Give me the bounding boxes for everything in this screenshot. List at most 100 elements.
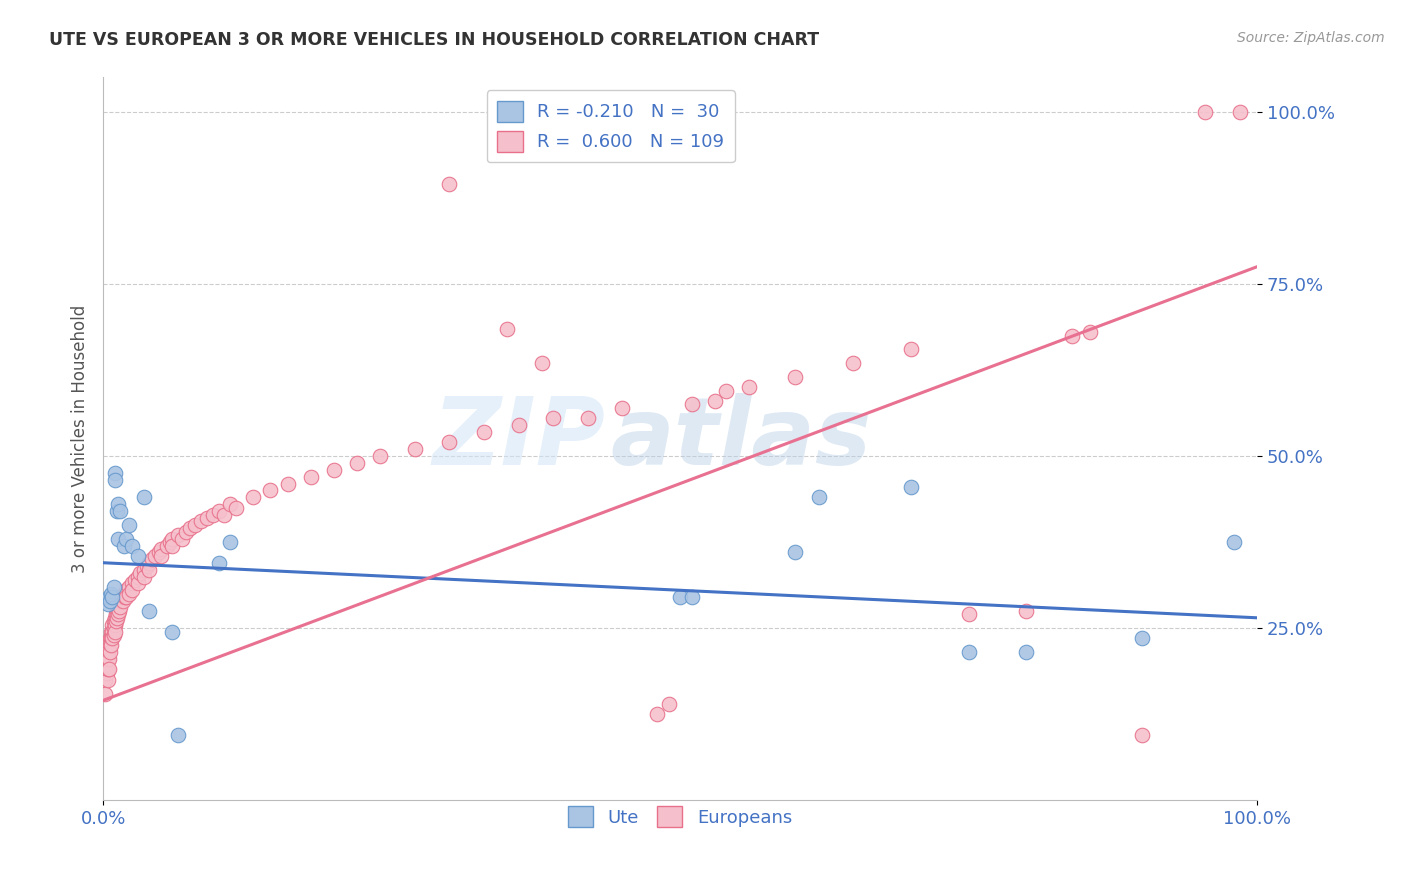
Point	[97, 673, 120, 687]
Y-axis label: 3 or more Vehicles in Household: 3 or more Vehicles in Household	[72, 305, 89, 573]
Point	[167, 528, 190, 542]
Point	[184, 517, 207, 532]
Point	[108, 604, 131, 618]
Point	[104, 611, 127, 625]
Point	[96, 665, 118, 680]
Point	[657, 697, 679, 711]
Point	[98, 638, 121, 652]
Point	[94, 686, 117, 700]
Point	[121, 583, 143, 598]
Point	[115, 590, 138, 604]
Point	[201, 508, 224, 522]
Point	[117, 517, 139, 532]
Point	[112, 587, 135, 601]
Point	[669, 590, 692, 604]
Point	[703, 394, 725, 409]
Point	[1078, 325, 1101, 339]
Point	[115, 583, 138, 598]
Point	[127, 576, 149, 591]
Text: atlas: atlas	[610, 392, 872, 485]
Point	[1194, 104, 1216, 119]
Point	[104, 467, 127, 481]
Point	[167, 728, 190, 742]
Point	[368, 449, 391, 463]
Point	[117, 580, 139, 594]
Point	[1130, 632, 1153, 646]
Point	[716, 384, 738, 398]
Text: Source: ZipAtlas.com: Source: ZipAtlas.com	[1237, 31, 1385, 45]
Point	[132, 491, 155, 505]
Point	[105, 504, 128, 518]
Point	[97, 662, 120, 676]
Point	[103, 614, 125, 628]
Text: ZIP: ZIP	[432, 392, 605, 485]
Point	[101, 590, 124, 604]
Point	[207, 504, 229, 518]
Point	[299, 469, 322, 483]
Point	[132, 563, 155, 577]
Point	[98, 645, 121, 659]
Point	[162, 624, 184, 639]
Point	[681, 397, 703, 411]
Point	[107, 600, 129, 615]
Point	[225, 500, 247, 515]
Point	[957, 607, 980, 622]
Point	[541, 411, 564, 425]
Point	[104, 624, 127, 639]
Point	[472, 425, 495, 439]
Point	[103, 580, 125, 594]
Point	[103, 621, 125, 635]
Point	[107, 497, 129, 511]
Point	[112, 539, 135, 553]
Point	[94, 673, 117, 687]
Point	[98, 632, 121, 646]
Point	[141, 552, 163, 566]
Point	[162, 532, 184, 546]
Point	[124, 573, 146, 587]
Point	[104, 617, 127, 632]
Point	[117, 587, 139, 601]
Point	[1223, 535, 1246, 549]
Point	[1015, 604, 1038, 618]
Point	[138, 563, 160, 577]
Point	[103, 628, 125, 642]
Point	[179, 521, 201, 535]
Point	[1130, 728, 1153, 742]
Point	[149, 549, 172, 563]
Point	[129, 566, 152, 580]
Point	[1015, 645, 1038, 659]
Point	[97, 652, 120, 666]
Point	[645, 707, 668, 722]
Point	[496, 321, 519, 335]
Point	[127, 549, 149, 563]
Point	[439, 435, 461, 450]
Point	[110, 593, 132, 607]
Point	[111, 593, 134, 607]
Point	[242, 491, 264, 505]
Point	[807, 491, 830, 505]
Point	[219, 535, 242, 549]
Point	[439, 177, 461, 191]
Point	[190, 515, 212, 529]
Point	[96, 662, 118, 676]
Point	[104, 607, 127, 622]
Point	[138, 556, 160, 570]
Point	[97, 662, 120, 676]
Point	[105, 604, 128, 618]
Point	[121, 539, 143, 553]
Point	[108, 597, 131, 611]
Point	[219, 497, 242, 511]
Legend: Ute, Europeans: Ute, Europeans	[561, 799, 800, 835]
Point	[681, 590, 703, 604]
Point	[97, 597, 120, 611]
Point	[149, 541, 172, 556]
Point	[214, 508, 236, 522]
Point	[277, 476, 299, 491]
Point	[785, 370, 807, 384]
Point	[132, 569, 155, 583]
Point	[97, 641, 120, 656]
Point	[107, 607, 129, 622]
Point	[100, 624, 122, 639]
Point	[104, 614, 127, 628]
Point	[100, 638, 122, 652]
